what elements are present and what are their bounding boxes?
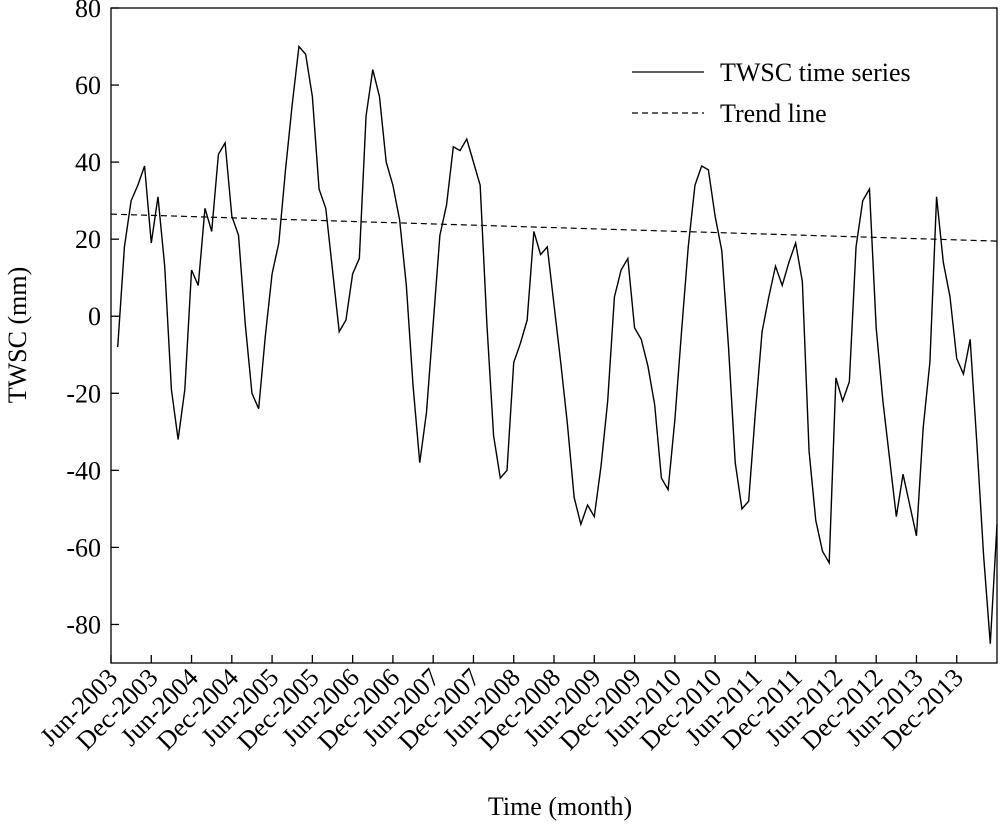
y-axis-label: TWSC (mm) (3, 267, 32, 404)
data-line (117, 44, 998, 644)
plot-frame (110, 7, 998, 664)
y-tick-label: 0 (88, 302, 101, 331)
legend-label: TWSC time series (720, 58, 911, 87)
y-tick-label: -20 (66, 379, 101, 408)
legend-label: Trend line (720, 99, 827, 128)
y-tick-label: 40 (75, 148, 101, 177)
y-tick-label: 60 (75, 71, 101, 100)
y-tick-label: -60 (66, 533, 101, 562)
y-tick-label: 80 (75, 0, 101, 23)
x-axis-label: Time (month) (488, 792, 632, 821)
y-tick-label: -40 (66, 456, 101, 485)
y-tick-label: 20 (75, 225, 101, 254)
y-tick-label: -80 (66, 610, 101, 639)
trend-line (110, 213, 998, 242)
